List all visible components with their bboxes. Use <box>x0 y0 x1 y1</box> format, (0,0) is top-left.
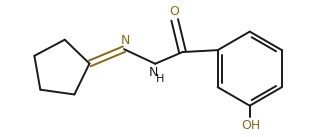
Text: N: N <box>120 34 130 47</box>
Text: N: N <box>148 66 158 79</box>
Text: O: O <box>169 5 179 18</box>
Text: OH: OH <box>241 119 260 132</box>
Text: H: H <box>156 74 164 84</box>
